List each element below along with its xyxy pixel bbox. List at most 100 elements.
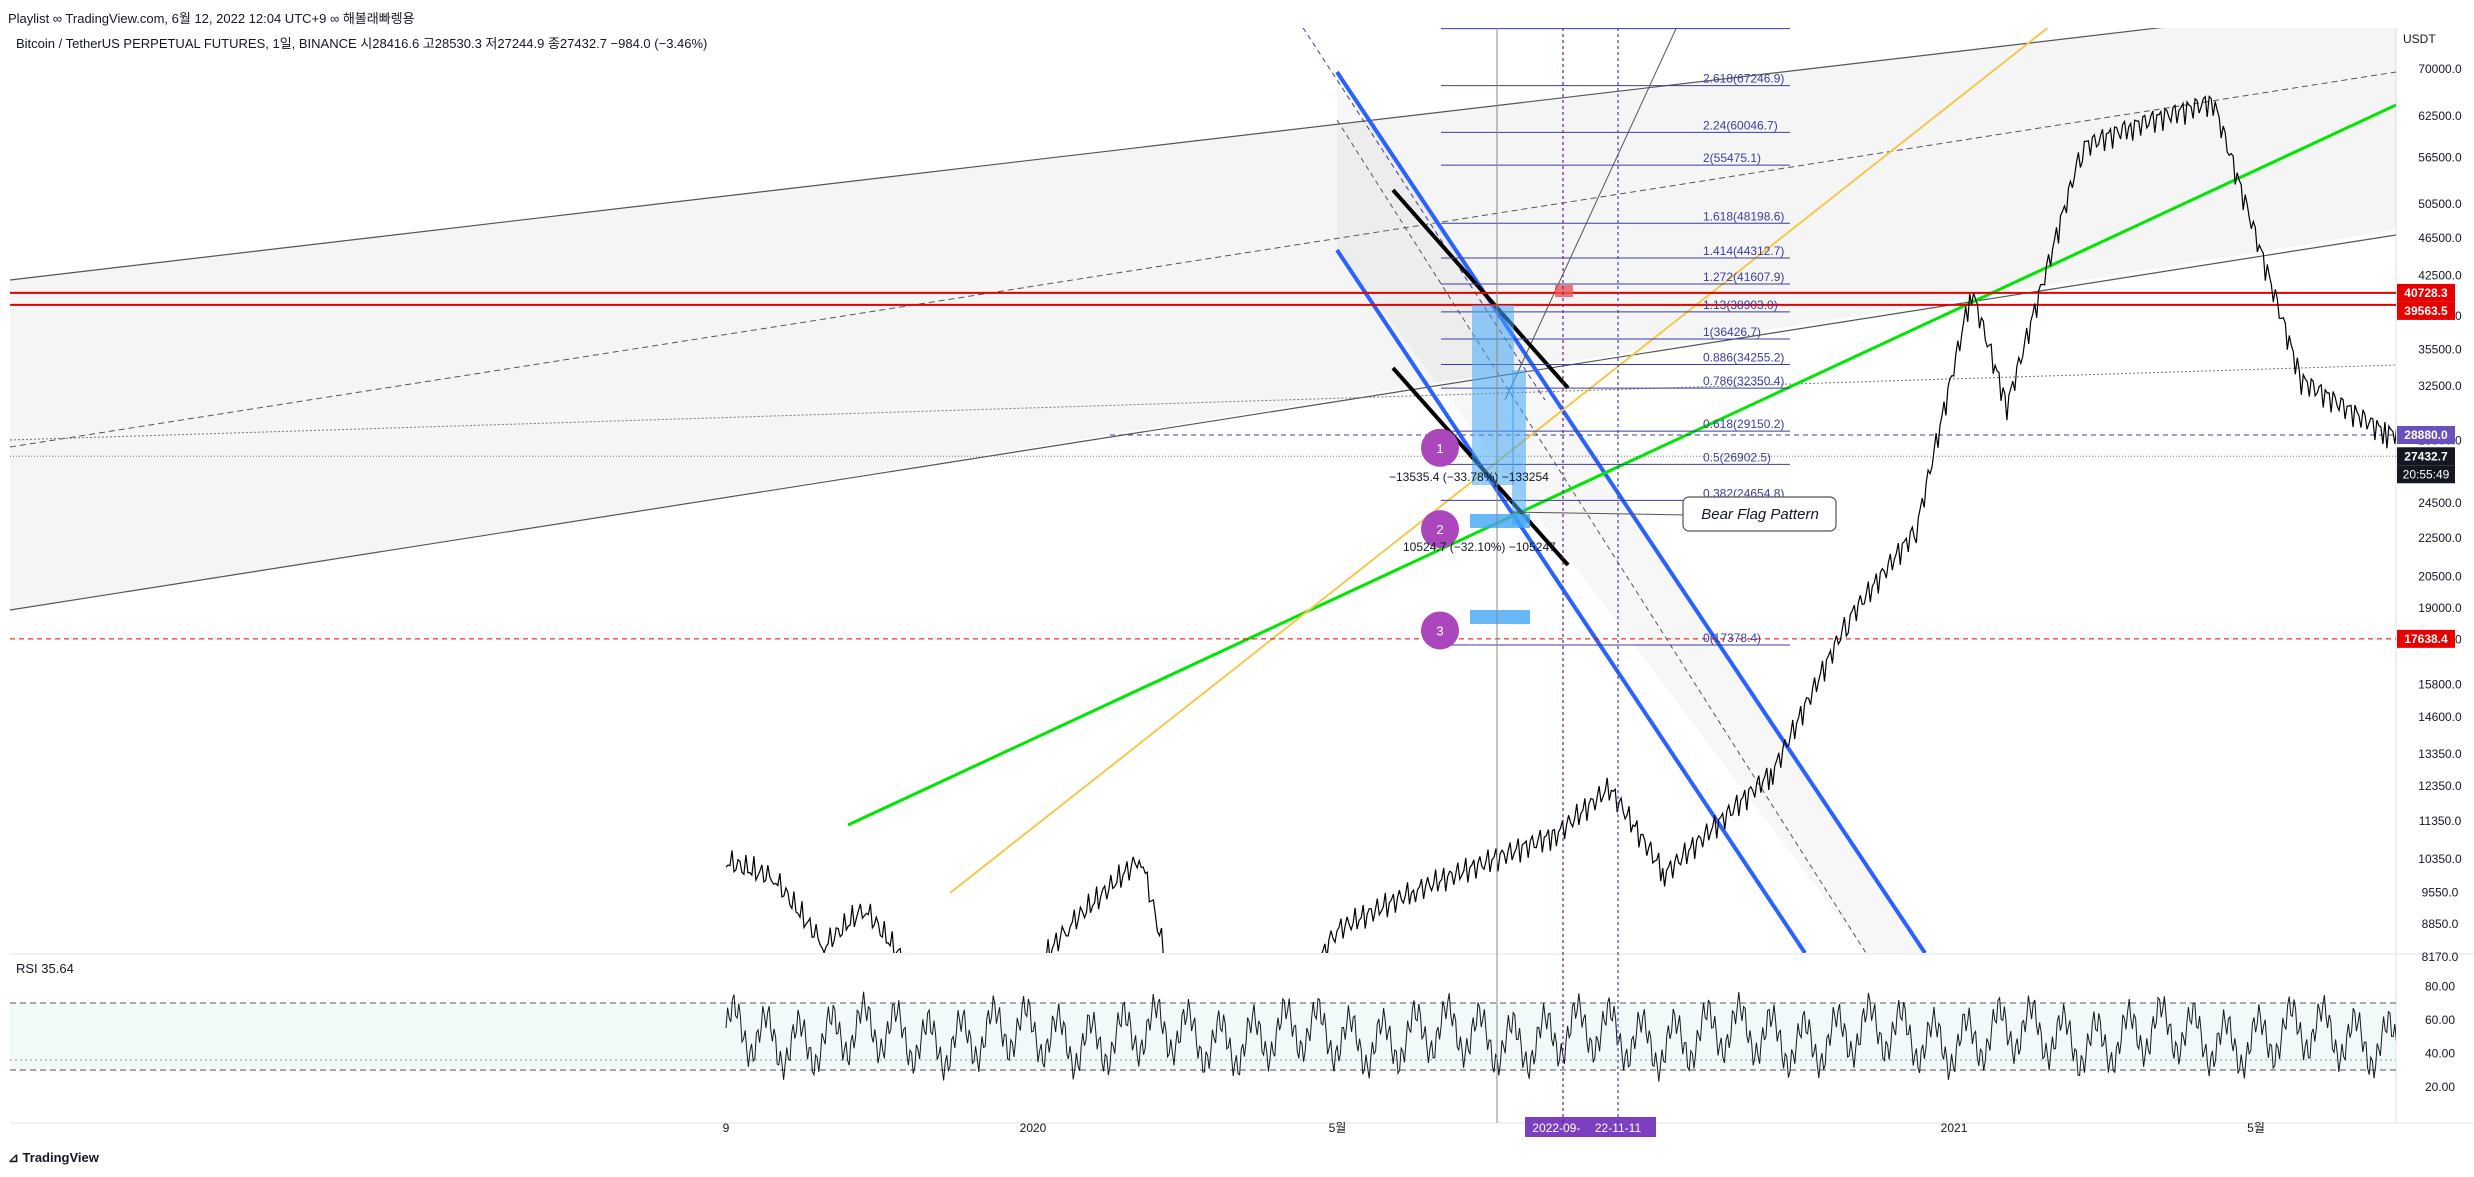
callout-box [1682, 496, 1837, 532]
flag-upper-line [1391, 188, 1570, 390]
descending-channel-upper [1335, 70, 1927, 953]
y-tick-label: 22500.0 [2418, 531, 2462, 545]
date-badge: 2022-09-02 [1532, 1121, 1594, 1135]
fib-label-2.24: 2.24(60046.7) [1703, 118, 1778, 132]
x-tick-label: 5월 [1329, 1121, 1347, 1135]
step-marker-3: 3 [1421, 611, 1459, 650]
y-tick-label: 12350.0 [2418, 779, 2462, 793]
y-tick-label: 13350.0 [2418, 747, 2462, 761]
rsi-tick-label: 60.00 [2425, 1013, 2455, 1027]
price-badge: 28880.0 [2404, 428, 2448, 442]
y-tick-label: 19000.0 [2418, 601, 2462, 615]
step-marker-text-2: 2 [1436, 522, 1443, 537]
y-tick-label: 24500.0 [2418, 496, 2462, 510]
channel-lower-line [10, 234, 2396, 611]
green-support-line [847, 103, 2396, 827]
tv-logo-icon: ⊿ [8, 1150, 19, 1165]
price-badge-bg [2397, 426, 2455, 445]
price-badge-bg [2397, 283, 2455, 302]
fib-label-2: 2(55475.1) [1703, 151, 1761, 165]
y-tick-label: 11350.0 [2419, 814, 2462, 828]
step-marker-circle-1 [1421, 428, 1459, 467]
fan-line [1504, 28, 1677, 401]
x-tick-label: 9 [723, 1121, 730, 1135]
y-tick-label: 20500.0 [2418, 570, 2462, 584]
price-badge: 39563.5 [2404, 304, 2448, 318]
axes: 70000.0 62500.0 56500.0 50500.0 46500.0 42500… [723, 62, 2462, 1137]
step-marker-circle-2 [1421, 510, 1459, 549]
rsi-tick-label: 80.00 [2425, 979, 2455, 993]
y-tick-label: 32500.0 [2418, 379, 2462, 393]
rsi-pane [725, 991, 2396, 1082]
currency-label: USDT [2403, 32, 2436, 46]
x-tick-label: 5월 [2247, 1121, 2265, 1135]
fib-label-0: 0(17378.4) [1703, 631, 1761, 645]
dotted-trend-line [10, 364, 2396, 441]
fib-label-1.618: 1.618(48198.6) [1703, 209, 1784, 223]
price-badge: 17638.4 [2404, 632, 2448, 646]
callout-pointer [1509, 511, 1689, 516]
measure-label-1: −13535.4 (−33.78%) −133254 [1389, 470, 1549, 484]
target-box-2 [1470, 514, 1530, 528]
red-marker-box [1555, 285, 1573, 297]
y-tick-label: 10350.0 [2418, 852, 2462, 866]
price-badge-bg [2397, 447, 2455, 466]
rsi-line [725, 991, 2396, 1082]
date-badge: 22-11-11 [1595, 1121, 1642, 1135]
price-badge: 40728.3 [2404, 286, 2448, 300]
y-tick-label: 50500.0 [2418, 197, 2462, 211]
price-line [725, 95, 2396, 953]
fib-label-2.618: 2.618(67246.9) [1703, 72, 1784, 86]
target-box-3 [1470, 610, 1530, 624]
channel-mid-line [10, 71, 2396, 448]
playlist-header: Playlist ∞ TradingView.com, 6월 12, 2022 … [8, 11, 415, 26]
channel-upper-line [10, 28, 2163, 281]
rsi-tick-label: 40.00 [2425, 1046, 2455, 1060]
fib-label-1.13: 1.13(38903.0) [1703, 298, 1778, 312]
y-tick-label: 42500.0 [2418, 268, 2462, 282]
step-marker-text-3: 3 [1436, 623, 1443, 638]
price-badge-bg [2397, 301, 2455, 320]
step-marker-2: 2 [1421, 510, 1459, 549]
fib-label-1.272: 1.272(41607.9) [1703, 270, 1784, 284]
y-tick-label: 35500.0 [2418, 343, 2462, 357]
symbol-legend[interactable]: Bitcoin / TetherUS PERPETUAL FUTURES, 1일… [16, 36, 708, 51]
step-marker-1: 1 [1421, 428, 1459, 467]
fib-label-0.5: 0.5(26902.5) [1703, 450, 1771, 464]
price-badge: 27432.7 [2404, 449, 2448, 463]
x-tick-label: 2020 [1020, 1121, 1047, 1135]
rsi-tick-label: 20.00 [2425, 1080, 2455, 1094]
overlays: 1 2 3 Bear Flag Pattern −13535.4 (−33.78%) −… [1389, 28, 1837, 1123]
fib-label-3.14: 3.14(77190.2) [1703, 15, 1778, 29]
y-tick-label: 62500.0 [2418, 109, 2462, 123]
rsi-legend[interactable]: RSI 35.64 [16, 961, 74, 976]
y-tick-label: 70000.0 [2418, 62, 2462, 76]
rsi-band [10, 1003, 2396, 1070]
fib-label-0.618: 0.618(29150.2) [1703, 417, 1784, 431]
fib-label-0.786: 0.786(32350.4) [1703, 374, 1784, 388]
grey-channel-fill [10, 28, 2396, 610]
measure-label-2: 10524.7 (−32.10%) −105247 [1403, 540, 1556, 554]
price-badge-bg [2397, 629, 2455, 648]
y-tick-label: 9550.0 [2422, 885, 2459, 899]
callout-text: Bear Flag Pattern [1701, 506, 1819, 523]
y-tick-label: 15800.0 [2418, 677, 2462, 691]
step-marker-circle-3 [1421, 611, 1459, 650]
fib-label-0.886: 0.886(34255.2) [1703, 350, 1784, 364]
tradingview-logo[interactable]: ⊿ TradingView [8, 1150, 99, 1166]
brand-label: TradingView [22, 1150, 99, 1165]
fib-label-1.414: 1.414(44312.7) [1703, 244, 1784, 258]
y-tick-label: 8850.0 [2422, 917, 2459, 931]
descending-channel-lower [1335, 248, 1807, 953]
x-tick-label: 2021 [1941, 1121, 1968, 1135]
measure-box-2 [1512, 370, 1526, 525]
dashed-fan-line [1302, 28, 1546, 401]
y-tick-label: 46500.0 [2418, 231, 2462, 245]
main-pane: 0(17378.4)0.382(24654.8)0.5(26902.5)0.61… [10, 15, 2396, 953]
step-marker-text-1: 1 [1436, 441, 1443, 456]
fib-label-1: 1(36426.7) [1703, 325, 1761, 339]
countdown-label: 20:55:49 [2403, 467, 2450, 481]
y-tick-label: 56500.0 [2418, 151, 2462, 165]
y-tick-label: 14600.0 [2418, 710, 2462, 724]
